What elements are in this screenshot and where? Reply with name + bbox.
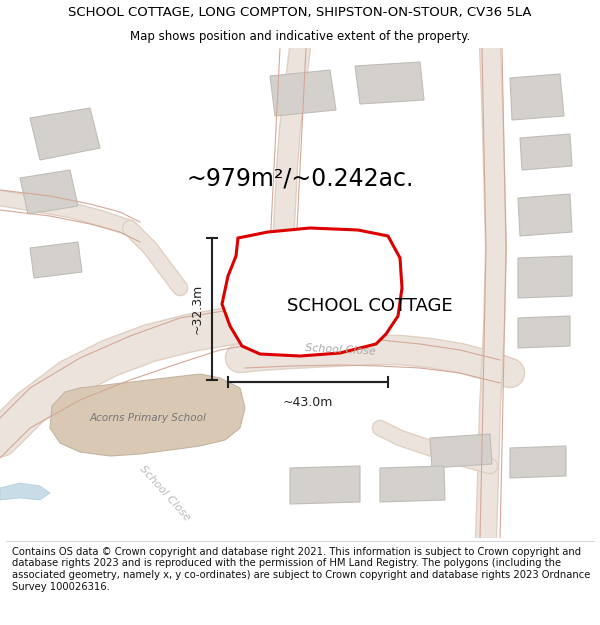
Text: ~32.3m: ~32.3m (191, 284, 204, 334)
Polygon shape (518, 194, 572, 236)
Text: SCHOOL COTTAGE, LONG COMPTON, SHIPSTON-ON-STOUR, CV36 5LA: SCHOOL COTTAGE, LONG COMPTON, SHIPSTON-O… (68, 6, 532, 19)
Polygon shape (0, 483, 50, 500)
Polygon shape (30, 108, 100, 160)
Polygon shape (290, 466, 360, 504)
Text: Map shows position and indicative extent of the property.: Map shows position and indicative extent… (130, 30, 470, 42)
Text: ~979m²/~0.242ac.: ~979m²/~0.242ac. (187, 166, 413, 190)
Text: Acorns Primary School: Acorns Primary School (89, 413, 206, 423)
Text: ~43.0m: ~43.0m (283, 396, 333, 409)
Text: Contains OS data © Crown copyright and database right 2021. This information is : Contains OS data © Crown copyright and d… (12, 547, 590, 591)
Text: School Close: School Close (137, 463, 193, 522)
Polygon shape (355, 62, 424, 104)
Polygon shape (510, 74, 564, 120)
Polygon shape (518, 256, 572, 298)
Polygon shape (270, 70, 336, 116)
Polygon shape (518, 316, 570, 348)
Text: School Close: School Close (304, 343, 376, 357)
Polygon shape (510, 446, 566, 478)
Polygon shape (520, 134, 572, 170)
Polygon shape (50, 374, 245, 456)
Polygon shape (380, 466, 445, 502)
Polygon shape (222, 228, 402, 356)
Polygon shape (430, 434, 492, 468)
Polygon shape (20, 170, 78, 214)
Polygon shape (30, 242, 82, 278)
Text: SCHOOL COTTAGE: SCHOOL COTTAGE (287, 297, 453, 315)
